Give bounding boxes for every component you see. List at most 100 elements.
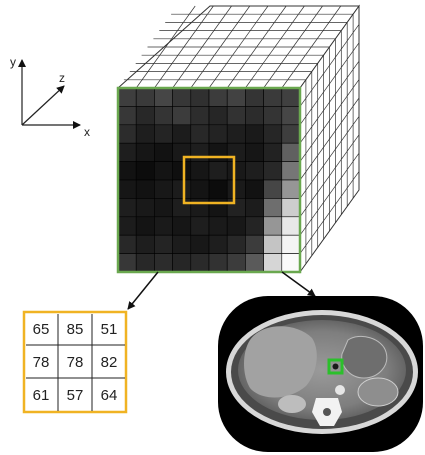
voxel-cell [281, 161, 301, 181]
voxel-cell [135, 142, 155, 162]
voxel-cell [117, 216, 137, 236]
voxel-cell [154, 253, 173, 273]
voxel-cell [172, 87, 192, 107]
voxel-cell [190, 161, 210, 181]
voxel-cell [208, 142, 228, 162]
matrix-cell: 78 [33, 354, 50, 371]
voxel-cell [263, 142, 283, 162]
voxel-cell [226, 216, 246, 236]
voxel-cell [117, 253, 137, 273]
voxel-cell [245, 161, 264, 181]
voxel-cell [263, 124, 283, 144]
voxel-cell [208, 216, 228, 236]
ct-aorta [335, 385, 345, 395]
voxel-cell [208, 124, 228, 144]
voxel-cell [226, 198, 246, 218]
voxel-cell [263, 161, 283, 181]
volume-grid-line [226, 5, 287, 89]
voxel-cell [245, 87, 264, 107]
3d-image-volume [116, 4, 360, 274]
voxel-cell [281, 198, 301, 218]
voxel-cell [263, 234, 283, 254]
voxel-cell [117, 87, 137, 107]
kernel-matrix: 65 85 51 78 78 82 61 57 64 [22, 310, 128, 414]
voxel-cell [117, 124, 137, 144]
voxel-cell [190, 179, 210, 199]
voxel-cell [190, 124, 210, 144]
voxel-cell [154, 216, 173, 236]
image-slice-border [116, 86, 302, 274]
volume-grid-lines [123, 5, 360, 264]
voxel-cell [154, 87, 173, 107]
voxel-cell [226, 161, 246, 181]
matrix-cell: 85 [67, 321, 84, 338]
voxel-cell [226, 179, 246, 199]
voxel-cell [135, 234, 155, 254]
voxel-cell [117, 106, 137, 126]
voxel-cell [172, 161, 192, 181]
voxel-cell [135, 161, 155, 181]
ct-spinal-canal [323, 408, 331, 416]
voxel-cell [263, 87, 283, 107]
voxel-cell [190, 216, 210, 236]
ct-roi-marker [327, 358, 344, 375]
voxel-cell [154, 124, 173, 144]
ct-roi-core [332, 363, 339, 370]
matrix-cell: 65 [33, 321, 50, 338]
voxel-cell [208, 234, 228, 254]
voxel-cell [245, 124, 264, 144]
voxel-cell [135, 253, 155, 273]
voxel-cell [245, 142, 264, 162]
voxel-cell [117, 198, 137, 218]
z-axis-label: z [59, 71, 65, 85]
voxel-cell [117, 161, 137, 181]
image-slice-grid [117, 87, 301, 273]
volume-grid-line [299, 134, 360, 218]
arrow-to-ct-slice [281, 271, 316, 297]
voxel-cell [135, 179, 155, 199]
volume-grid-line [172, 5, 232, 89]
ct-stomach [357, 377, 399, 407]
kernel-highlight-box [182, 155, 236, 205]
volume-grid-line [299, 79, 360, 162]
voxel-cell [135, 87, 155, 107]
voxel-cell [263, 216, 283, 236]
voxel-cell [172, 106, 192, 126]
voxel-cell [117, 179, 137, 199]
voxel-cell [208, 87, 228, 107]
ct-liver [244, 326, 317, 398]
ct-bowel [341, 336, 388, 379]
voxel-cell [172, 179, 192, 199]
voxel-cell [172, 253, 192, 273]
voxel-cell [172, 142, 192, 162]
volume-grid-line [299, 116, 360, 199]
voxel-cell [208, 198, 228, 218]
matrix-cell: 61 [33, 387, 50, 404]
voxel-cell [172, 234, 192, 254]
voxel-cell [135, 124, 155, 144]
voxel-cell [135, 198, 155, 218]
voxel-cell [226, 87, 246, 107]
voxel-cell [226, 106, 246, 126]
voxel-cell [263, 253, 283, 273]
voxel-cell [190, 198, 210, 218]
voxel-cell [208, 179, 228, 199]
voxel-cell [154, 161, 173, 181]
volume-grid-line [263, 5, 323, 89]
voxel-cell [263, 179, 283, 199]
ct-kidney [278, 395, 306, 413]
voxel-cell [208, 253, 228, 273]
voxel-cell [154, 198, 173, 218]
voxel-cell [154, 234, 173, 254]
voxel-cell [245, 198, 264, 218]
voxel-cell [263, 106, 283, 126]
voxel-cell [208, 161, 228, 181]
voxel-cell [245, 234, 264, 254]
matrix-cell: 64 [101, 387, 118, 404]
axial-ct-slice [218, 296, 423, 452]
voxel-cell [281, 106, 301, 126]
voxel-cell [226, 142, 246, 162]
voxel-cell [190, 234, 210, 254]
voxel-cell [117, 234, 137, 254]
